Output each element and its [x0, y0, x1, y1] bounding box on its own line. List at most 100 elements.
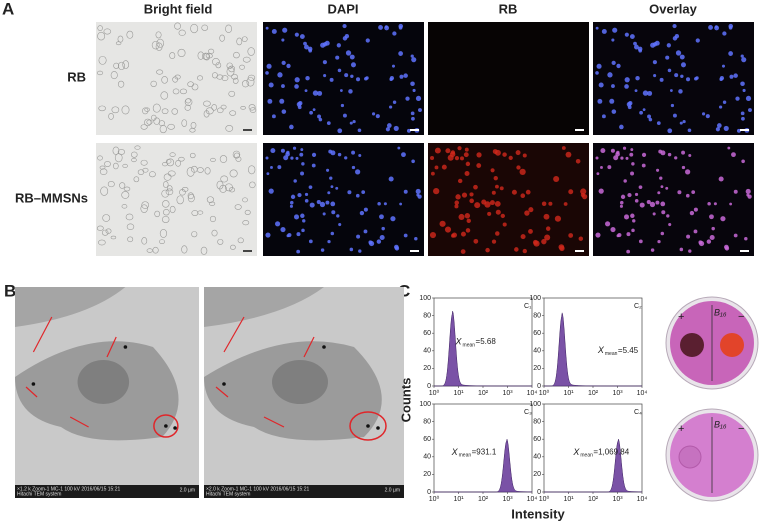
rb-signal: [515, 150, 521, 156]
nucleus: [301, 162, 305, 166]
nucleus: [359, 210, 365, 216]
cell: [100, 186, 109, 196]
xmean-subscript: mean: [459, 453, 472, 459]
rb-signal: [461, 192, 468, 198]
overlay: [678, 89, 683, 94]
overlay: [611, 60, 616, 65]
nucleus: [272, 360, 328, 404]
overlay: [740, 111, 745, 116]
rb-signal: [541, 201, 547, 206]
column-header: DAPI: [327, 1, 358, 16]
nucleus: [293, 179, 297, 183]
overlay: [670, 103, 675, 108]
overlay: [660, 185, 664, 189]
cell: [181, 245, 188, 254]
rb-signal: [445, 148, 451, 154]
cell: [248, 165, 256, 175]
micrograph: [593, 22, 754, 135]
overlay: [623, 214, 630, 220]
cell: [231, 73, 238, 80]
scale-bar: [243, 250, 252, 252]
cell: [121, 204, 128, 209]
overlay: [596, 172, 600, 176]
spot: [678, 445, 702, 469]
overlay: [721, 64, 725, 68]
x-tick-label: 10²: [588, 496, 599, 503]
cell: [225, 125, 234, 132]
nucleus: [376, 239, 382, 244]
overlay: [595, 156, 599, 160]
nucleus: [355, 169, 361, 175]
overlay: [688, 153, 692, 158]
rb-signal: [469, 192, 474, 197]
overlay: [714, 25, 718, 29]
cell: [246, 77, 255, 87]
x-tick-label: 10⁴: [637, 496, 648, 503]
cell: [187, 192, 194, 200]
overlay: [688, 249, 692, 253]
dish-label: B₁₆: [714, 307, 727, 317]
cell: [162, 200, 170, 208]
overlay: [634, 44, 639, 50]
x-tick-label: 10⁰: [429, 495, 440, 503]
nucleus: [271, 114, 276, 119]
cell: [186, 167, 195, 177]
overlay: [641, 152, 647, 157]
x-tick-label: 10⁰: [539, 389, 550, 397]
cell: [133, 176, 140, 183]
particle: [322, 345, 326, 349]
nucleus: [325, 200, 330, 205]
overlay: [647, 90, 653, 96]
rb-signal: [559, 245, 565, 252]
overlay: [679, 121, 683, 125]
overlay: [681, 165, 686, 170]
cell: [196, 75, 204, 81]
rb-signal: [465, 161, 471, 167]
overlay: [631, 228, 635, 233]
nucleus: [412, 88, 416, 93]
nucleus: [397, 146, 401, 150]
overlay: [638, 185, 643, 190]
rb-signal: [541, 238, 547, 245]
nucleus: [327, 240, 331, 244]
cell: [156, 69, 164, 75]
overlay: [685, 169, 691, 175]
cell: [239, 64, 245, 70]
cell: [177, 48, 186, 58]
overlay: [625, 156, 629, 160]
nucleus: [266, 63, 272, 69]
nucleus: [316, 199, 321, 205]
overlay: [648, 117, 653, 122]
overlay: [642, 108, 646, 112]
nucleus: [330, 231, 335, 236]
overlay: [630, 171, 635, 176]
cell: [204, 167, 211, 175]
x-tick-label: 10³: [502, 390, 513, 397]
nucleus: [324, 40, 330, 46]
overlay: [595, 26, 599, 30]
cell: [155, 31, 162, 39]
overlay: [719, 75, 725, 81]
overlay: [626, 249, 631, 254]
cell: [146, 119, 153, 125]
nucleus: [280, 226, 286, 233]
cell: [209, 201, 216, 206]
nucleus: [361, 190, 366, 195]
rb-signal: [545, 226, 551, 231]
overlay: [685, 77, 691, 82]
x-tick-label: 10¹: [453, 496, 464, 503]
rb-signal: [528, 229, 533, 234]
y-tick-label: 60: [423, 436, 431, 443]
overlay: [672, 24, 677, 29]
nucleus: [415, 188, 421, 195]
cell: [166, 158, 175, 167]
micrograph: [96, 143, 257, 256]
nucleus: [378, 25, 383, 30]
highlight: [153, 414, 179, 438]
cell: [141, 237, 148, 245]
overlay: [709, 234, 715, 241]
plot-frame: [433, 403, 533, 493]
nucleus: [342, 24, 347, 29]
cell: [233, 152, 240, 159]
nucleus: [375, 114, 380, 119]
